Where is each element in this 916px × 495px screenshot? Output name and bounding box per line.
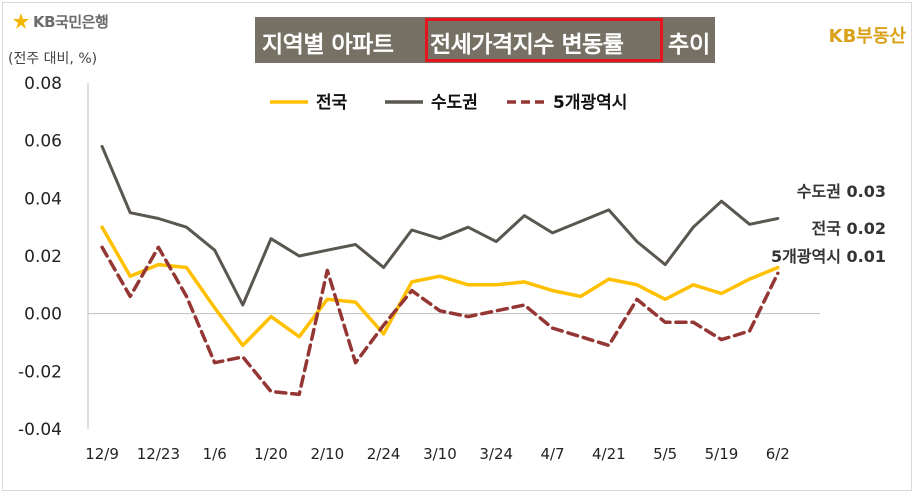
x-tick-label: 1/20 — [254, 445, 288, 463]
x-tick-label: 2/24 — [367, 445, 401, 463]
title-part-2: 전세가격지수 변동률 — [430, 32, 624, 58]
legend-label: 5개광역시 — [553, 93, 627, 113]
x-tick-label: 4/21 — [592, 445, 626, 463]
y-tick-label: -0.04 — [18, 420, 62, 440]
series-end-label: 5개광역시 0.01 — [771, 247, 886, 266]
title-part-3: 추이 — [668, 32, 711, 58]
bank-name: KB국민은행 — [33, 12, 109, 31]
series-end-label: 전국 0.02 — [812, 219, 887, 238]
x-tick-label: 4/7 — [540, 445, 564, 463]
legend-label: 수도권 — [431, 93, 478, 113]
x-tick-label: 2/10 — [310, 445, 344, 463]
y-tick-label: 0.08 — [24, 74, 62, 94]
series-end-label: 수도권 0.03 — [797, 182, 886, 201]
x-tick-label: 3/10 — [423, 445, 457, 463]
y-tick-label: 0.00 — [24, 305, 62, 325]
x-tick-label: 1/6 — [203, 445, 227, 463]
x-tick-label: 12/23 — [137, 445, 180, 463]
title-part-1: 지역별 아파트 — [262, 32, 394, 58]
kb-real-estate-brand: KB부동산 — [828, 26, 906, 47]
kb-bank-logo: KB국민은행 — [12, 10, 109, 32]
y-tick-label: 0.02 — [24, 247, 62, 267]
x-tick-label: 12/9 — [85, 445, 119, 463]
x-tick-label: 5/19 — [705, 445, 739, 463]
y-tick-label: 0.04 — [24, 189, 62, 209]
series-line-2 — [100, 144, 780, 307]
x-tick-label: 5/5 — [653, 445, 677, 463]
y-tick-label: -0.02 — [18, 362, 62, 382]
unit-label: (전주 대비, %) — [8, 51, 98, 67]
title-highlight-box — [425, 18, 663, 62]
series-line-3 — [100, 245, 780, 397]
title-background — [255, 17, 715, 63]
y-tick-label: 0.06 — [24, 132, 62, 152]
legend-label: 전국 — [316, 93, 348, 113]
series-line-1 — [100, 225, 780, 348]
x-tick-label: 6/2 — [766, 445, 790, 463]
kb-star-logo-icon — [13, 13, 29, 29]
x-tick-label: 3/24 — [479, 445, 513, 463]
